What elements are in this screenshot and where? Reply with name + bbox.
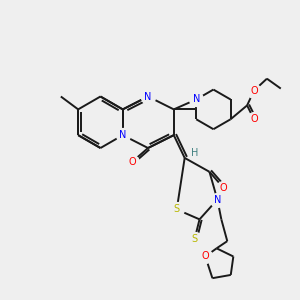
Text: N: N [193,94,200,104]
Text: O: O [250,114,258,124]
Text: O: O [128,157,136,167]
Text: S: S [191,234,198,244]
Text: O: O [250,85,258,96]
Text: N: N [119,130,127,140]
Text: S: S [174,204,180,214]
Text: N: N [144,92,152,101]
Text: N: N [214,194,221,205]
Text: O: O [220,183,227,193]
Text: O: O [202,251,209,262]
Text: H: H [191,148,198,158]
